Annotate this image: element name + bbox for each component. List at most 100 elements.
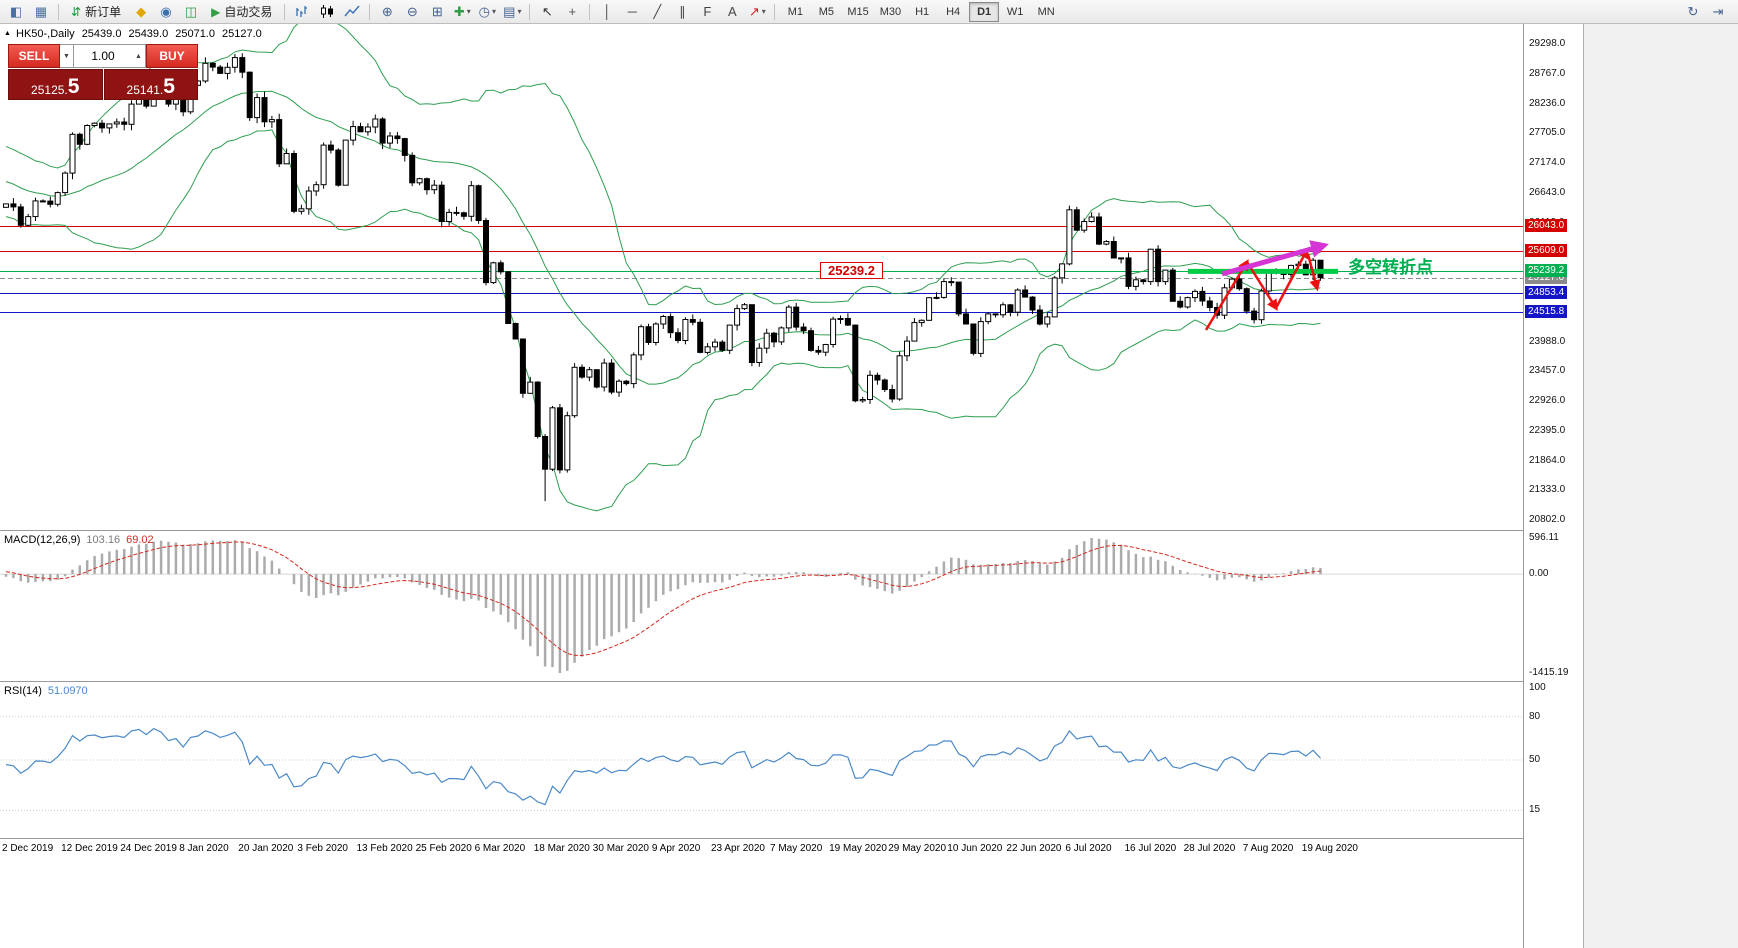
panel-separator[interactable] — [0, 530, 1583, 531]
horizontal-line-icon[interactable]: ─ — [627, 4, 637, 19]
trendline-icon[interactable]: ╱ — [653, 4, 662, 19]
date-label: 9 Apr 2020 — [651, 843, 701, 854]
buy-price[interactable]: 25141. 5 — [103, 69, 198, 100]
auto-scroll-icon[interactable]: ↻ — [1687, 4, 1699, 19]
periods-icon[interactable]: ◷ ▾ — [478, 4, 496, 19]
autotrade-icon: ▶ — [211, 4, 221, 19]
rsi-indicator-label: RSI(14) 51.0970 — [4, 685, 88, 697]
metaeditor-icon[interactable]: ◆ — [136, 4, 147, 19]
price-scale-label: 28236.0 — [1529, 97, 1566, 109]
rsi-scale-label: 15 — [1529, 804, 1541, 816]
chart-window: ▲ HK50-,Daily 25439.0 25439.0 25071.0 25127.… — [0, 24, 1584, 948]
price-scale-label: 23457.0 — [1529, 365, 1566, 377]
crosshair-icon[interactable]: + — [568, 4, 577, 19]
date-label: 25 Feb 2020 — [415, 843, 472, 854]
sell-price[interactable]: 25125. 5 — [8, 69, 103, 100]
buy-price-main: 25141. — [126, 83, 164, 97]
high-value: 25439.0 — [128, 28, 169, 40]
timeframe-d1[interactable]: D1 — [969, 1, 1000, 22]
price-line-label: 26043.0 — [1525, 219, 1568, 233]
toolbar: ◧ ▦ ⇵ 新订单 ◆ ◉ ◫ ▶ 自动交易 ⊕ ⊖ ⊞ ✚ ▾ ◷ ▾ ▤ ▾ ↖ + │ ─ ╱ ∥ F A ↗ ▾ M1 M5 M15… — [0, 0, 1738, 24]
new-order-button[interactable]: ⇵ 新订单 — [71, 4, 122, 19]
indicators-icon[interactable]: ✚ ▾ — [453, 4, 471, 19]
line-chart-icon[interactable] — [340, 1, 364, 23]
fibonacci-icon[interactable]: F — [703, 4, 712, 19]
chevron-down-icon: ▾ — [466, 6, 471, 16]
text-icon[interactable]: A — [727, 4, 737, 19]
toolbar-separator — [589, 3, 591, 20]
chart-shift-icon[interactable]: ⇥ — [1712, 4, 1724, 19]
date-label: 30 Mar 2020 — [592, 843, 649, 854]
channel-icon[interactable]: ∥ — [679, 4, 686, 19]
candlestick-chart-icon[interactable] — [315, 1, 339, 23]
volume-up-button[interactable]: ▲ — [132, 44, 146, 68]
autotrade-button[interactable]: ▶ 自动交易 — [211, 4, 273, 19]
volume-input[interactable]: 1.00 — [74, 44, 132, 68]
sell-price-main: 25125. — [31, 83, 68, 97]
chevron-down-icon: ▾ — [761, 6, 766, 16]
date-label: 6 Jul 2020 — [1065, 843, 1112, 854]
buy-button[interactable]: BUY — [146, 44, 198, 68]
timeframe-m1[interactable]: M1 — [787, 5, 803, 18]
chart-header: HK50-,Daily 25439.0 25439.0 25071.0 25127.0 — [16, 28, 262, 40]
sell-button[interactable]: SELL — [8, 44, 60, 68]
price-scale-label: 22395.0 — [1529, 424, 1566, 436]
price-scale-label: 26643.0 — [1529, 186, 1566, 198]
templates-icon[interactable]: ▤ ▾ — [503, 4, 522, 19]
macd-main-value: 103.16 — [86, 534, 121, 546]
close-value: 25127.0 — [221, 28, 262, 40]
arrows-tool-icon[interactable]: ↗ ▾ — [748, 4, 766, 19]
panel-separator[interactable] — [0, 681, 1583, 682]
date-label: 10 Jun 2020 — [947, 843, 1003, 854]
date-label: 7 May 2020 — [770, 843, 823, 854]
toolbar-separator — [58, 3, 59, 20]
timeframe-m5[interactable]: M5 — [818, 5, 834, 18]
price-scale-label: 22926.0 — [1529, 395, 1566, 406]
bar-chart-icon[interactable] — [290, 1, 314, 23]
rsi-scale-label: 100 — [1529, 682, 1546, 693]
annotation-text[interactable]: 多空转折点 — [1348, 258, 1433, 277]
price-line-label: 25239.2 — [1525, 264, 1568, 278]
panel-separator[interactable] — [0, 838, 1583, 839]
cursor-icon[interactable]: ↖ — [541, 4, 553, 19]
chevron-down-icon: ▾ — [517, 6, 522, 16]
sell-price-big-digit: 5 — [67, 75, 80, 99]
timeframe-h4[interactable]: H4 — [946, 5, 961, 18]
price-scale[interactable]: 29298.0 28767.0 28236.0 27705.0 27174.0 26643… — [1523, 24, 1584, 948]
date-label: 19 Aug 2020 — [1301, 843, 1358, 854]
vertical-line-icon[interactable]: │ — [603, 4, 612, 19]
date-label: 3 Feb 2020 — [297, 843, 348, 854]
rsi-panel[interactable] — [0, 682, 1523, 837]
macd-panel[interactable] — [0, 531, 1523, 680]
trade-panel-collapse-icon[interactable]: ▲ — [4, 30, 11, 37]
date-label: 28 Jul 2020 — [1183, 843, 1236, 854]
price-scale-label: 27705.0 — [1529, 127, 1566, 139]
macd-name: MACD(12,26,9) — [4, 534, 81, 546]
timeframe-mn[interactable]: MN — [1037, 5, 1055, 18]
date-label: 6 Mar 2020 — [474, 843, 526, 854]
price-scale-label: 28767.0 — [1529, 67, 1566, 79]
timeframe-m15[interactable]: M15 — [847, 5, 869, 18]
price-label-object[interactable]: 25239.2 — [820, 262, 883, 280]
strategy-tester-icon[interactable]: ◉ — [160, 4, 172, 19]
rsi-name: RSI(14) — [4, 685, 42, 697]
price-line-label: 24515.8 — [1525, 304, 1568, 318]
toolbar-separator — [529, 3, 531, 20]
candlestick-chart-area[interactable] — [0, 24, 1523, 530]
new-chart-icon[interactable]: ◧ — [9, 4, 23, 19]
date-label: 19 May 2020 — [829, 843, 887, 854]
date-label: 7 Aug 2020 — [1242, 843, 1294, 854]
macd-scale-label: 0.00 — [1529, 568, 1549, 580]
volume-dropdown-button[interactable]: ▼ — [60, 44, 74, 68]
tile-windows-icon[interactable]: ⊞ — [431, 4, 443, 19]
date-label: 24 Dec 2019 — [120, 843, 177, 854]
profiles-icon[interactable]: ▦ — [34, 4, 48, 19]
timeframe-m30[interactable]: M30 — [879, 5, 902, 18]
time-scale[interactable]: 2 Dec 2019 12 Dec 2019 24 Dec 2019 8 Jan 20… — [0, 841, 1523, 859]
zoom-in-icon[interactable]: ⊕ — [381, 4, 393, 19]
terminal-icon[interactable]: ◫ — [184, 4, 198, 19]
timeframe-w1[interactable]: W1 — [1006, 5, 1024, 18]
timeframe-h1[interactable]: H1 — [915, 5, 930, 18]
zoom-out-icon[interactable]: ⊖ — [406, 4, 418, 19]
